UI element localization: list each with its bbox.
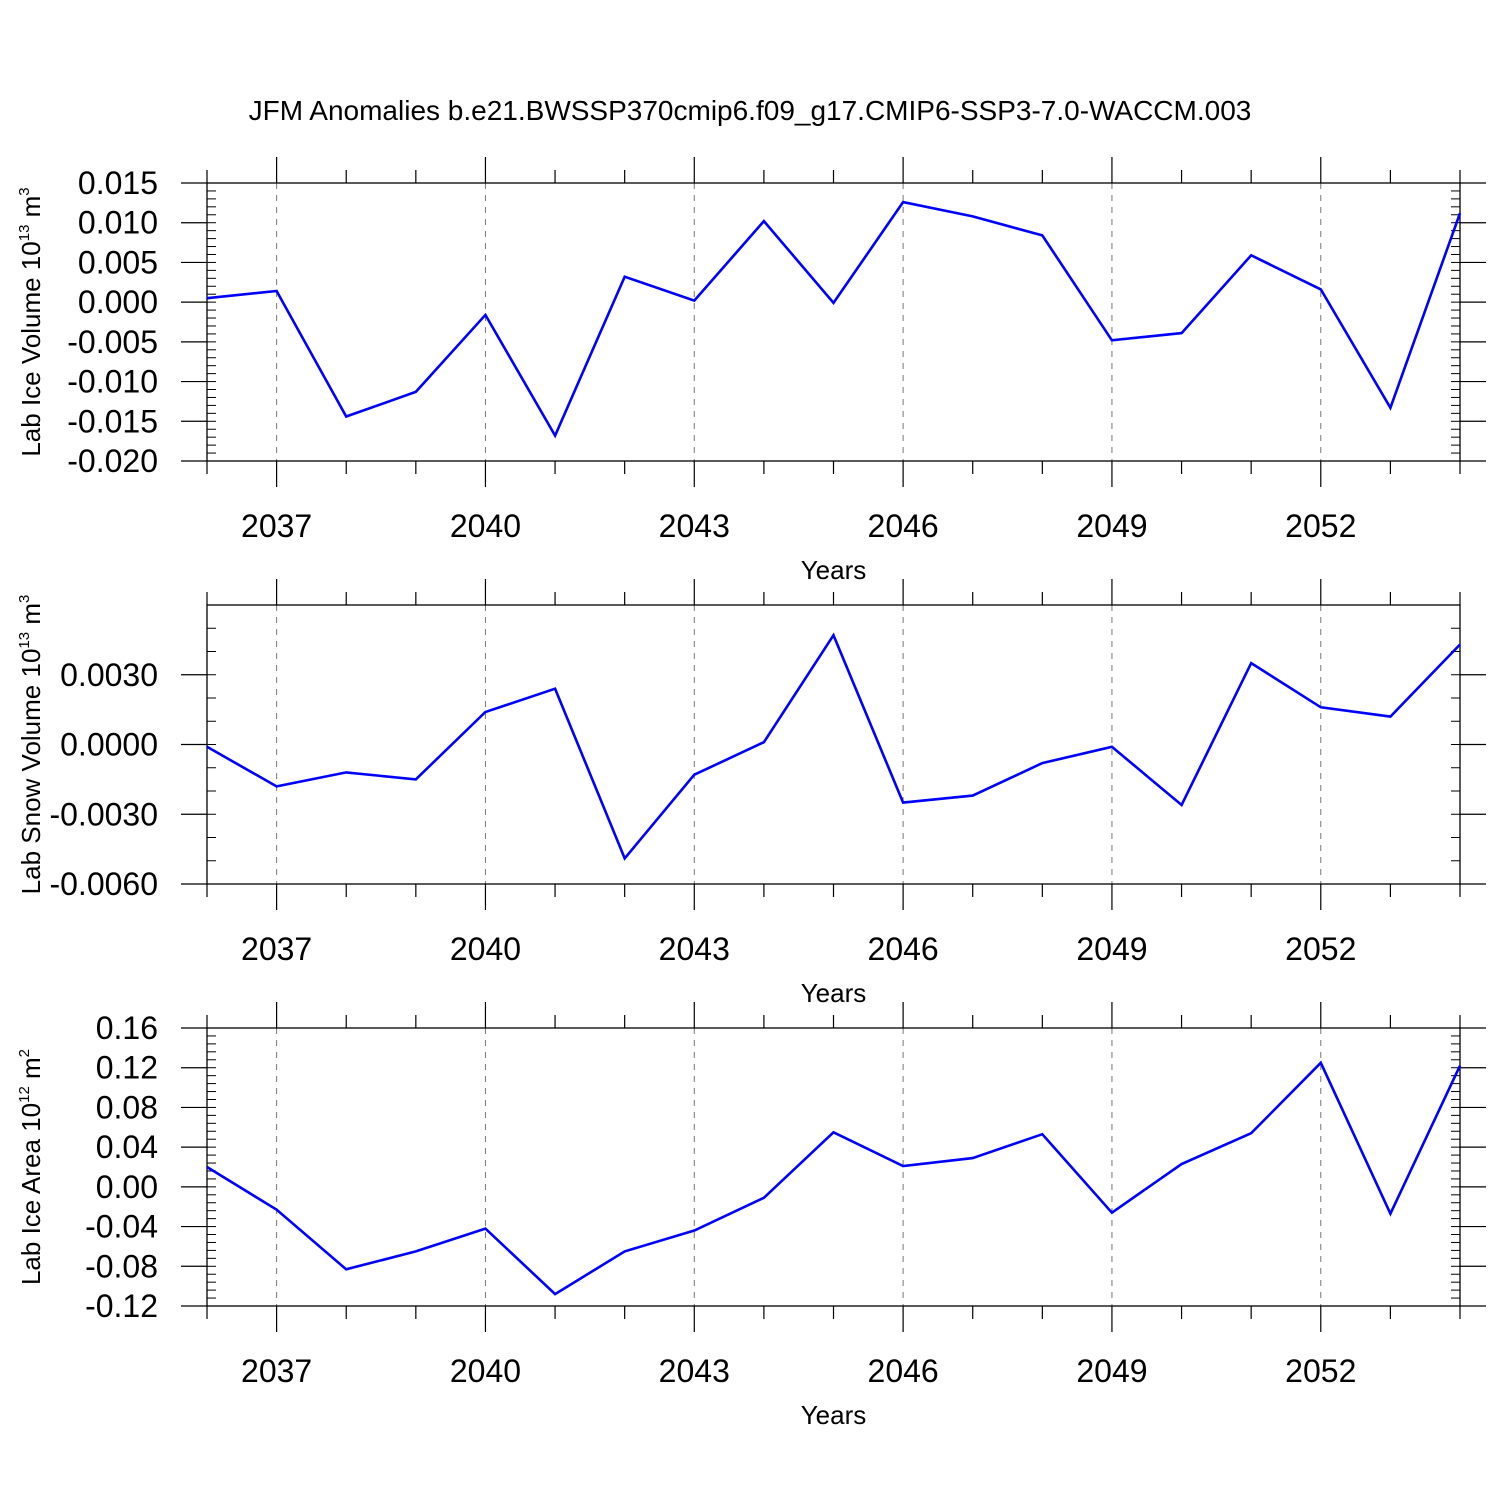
x-tick-label: 2037: [241, 508, 312, 544]
y-tick-label: -0.020: [67, 443, 158, 479]
y-axis-title-exponent: 13: [16, 225, 33, 242]
y-tick-label: 0.16: [96, 1010, 158, 1046]
y-tick-label: 0.08: [96, 1089, 158, 1125]
x-axis-title: Years: [801, 1400, 867, 1430]
y-axis-title-unit: m: [16, 603, 46, 632]
y-axis-title-unit: m: [16, 1057, 46, 1086]
y-tick-label: -0.005: [67, 324, 158, 360]
y-tick-label: -0.015: [67, 403, 158, 439]
x-tick-label: 2049: [1076, 1353, 1147, 1389]
x-tick-label: 2046: [868, 931, 939, 967]
y-axis-title: Lab Snow Volume 1013 m3: [16, 595, 46, 895]
y-tick-label: 0.010: [78, 205, 158, 241]
y-axis-title-text: Lab Ice Volume 10: [16, 241, 46, 456]
y-axis-title-text: Lab Ice Area 10: [16, 1103, 46, 1285]
x-tick-label: 2043: [659, 508, 730, 544]
y-tick-label: 0.005: [78, 244, 158, 280]
plot-frame: [207, 1028, 1460, 1306]
y-tick-label: 0.0030: [60, 657, 158, 693]
x-tick-label: 2052: [1285, 508, 1356, 544]
x-tick-label: 2043: [659, 1353, 730, 1389]
y-axis-title-unit: m: [16, 196, 46, 225]
y-axis-title-unit-exponent: 3: [16, 187, 33, 195]
x-tick-label: 2052: [1285, 1353, 1356, 1389]
y-axis-title-exponent: 12: [16, 1086, 33, 1103]
y-tick-label: 0.04: [96, 1129, 158, 1165]
y-tick-label: -0.0060: [49, 866, 158, 902]
x-tick-label: 2049: [1076, 508, 1147, 544]
y-tick-label: -0.04: [85, 1209, 158, 1245]
y-tick-label: -0.12: [85, 1288, 158, 1324]
x-axis-title: Years: [801, 555, 867, 585]
y-tick-label: 0.12: [96, 1050, 158, 1086]
chart-panel-2: 0.0030 0.0000 -0.0030 -0.0060 2037 2040 2043 20…: [16, 579, 1486, 1008]
y-tick-label: -0.010: [67, 364, 158, 400]
y-axis-title-unit-exponent: 2: [16, 1049, 33, 1057]
x-tick-label: 2037: [241, 931, 312, 967]
y-tick-label: 0.000: [78, 284, 158, 320]
y-tick-label: -0.08: [85, 1248, 158, 1284]
y-axis-title: Lab Ice Volume 1013 m3: [16, 187, 46, 456]
y-tick-label: 0.015: [78, 165, 158, 201]
x-tick-label: 2052: [1285, 931, 1356, 967]
x-tick-label: 2046: [868, 1353, 939, 1389]
plot-frame: [207, 605, 1460, 884]
x-tick-label: 2040: [450, 1353, 521, 1389]
y-axis-title: Lab Ice Area 1012 m2: [16, 1049, 46, 1285]
chart-panel-3: 0.16 0.120.08 0.04 0.00 -0.04-0.08 -0.12 2037 2…: [16, 1002, 1486, 1430]
series-line: [207, 202, 1460, 436]
plot-frame: [207, 183, 1460, 461]
y-tick-label: 0.00: [96, 1169, 158, 1205]
series-line: [207, 635, 1460, 858]
x-tick-label: 2043: [659, 931, 730, 967]
x-tick-label: 2046: [868, 508, 939, 544]
y-axis-title-exponent: 13: [16, 632, 33, 649]
x-axis-title: Years: [801, 978, 867, 1008]
y-tick-label: 0.0000: [60, 727, 158, 763]
series-line: [207, 1063, 1460, 1294]
x-tick-label: 2040: [450, 931, 521, 967]
x-tick-label: 2040: [450, 508, 521, 544]
y-tick-label: -0.0030: [49, 796, 158, 832]
y-axis-title-unit-exponent: 3: [16, 595, 33, 603]
figure-title: JFM Anomalies b.e21.BWSSP370cmip6.f09_g1…: [249, 95, 1252, 126]
x-tick-label: 2037: [241, 1353, 312, 1389]
x-tick-label: 2049: [1076, 931, 1147, 967]
y-axis-title-text: Lab Snow Volume 10: [16, 649, 46, 895]
